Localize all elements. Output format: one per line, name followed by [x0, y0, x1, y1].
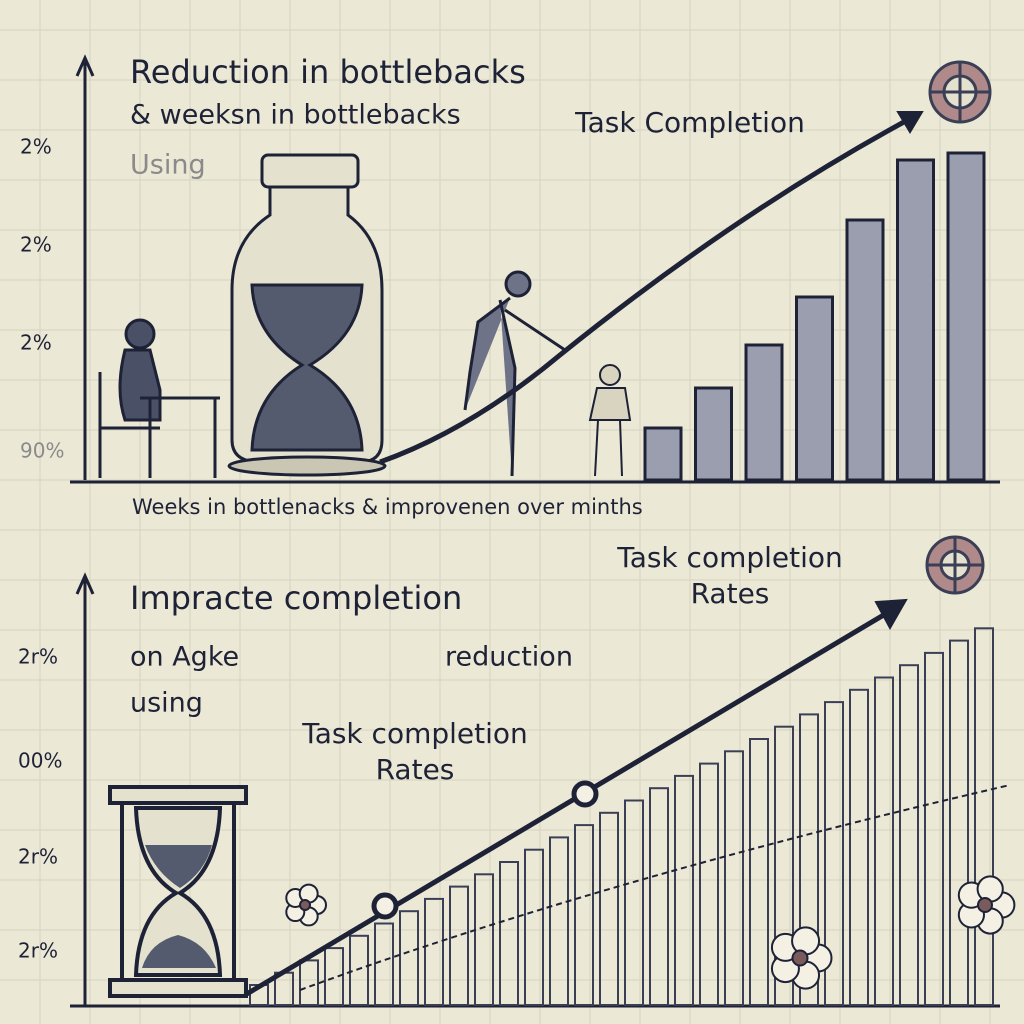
bottom-note: using	[130, 688, 203, 719]
decor-bar	[374, 922, 394, 1006]
top-y-label: 2%	[20, 233, 52, 257]
flower-center	[299, 899, 311, 911]
top-label: Task Completion	[575, 106, 805, 139]
decor-bar	[724, 750, 744, 1006]
decor-bar	[849, 688, 869, 1006]
decor-bar	[744, 343, 784, 482]
child	[588, 364, 632, 477]
decor-bar	[946, 151, 986, 482]
flower-center	[791, 949, 809, 967]
decor-bar	[599, 811, 619, 1006]
top-y-label: 2%	[20, 135, 52, 159]
decor-bar	[824, 701, 844, 1006]
decor-bar	[694, 386, 733, 482]
petal	[791, 926, 821, 956]
bottom-y-label: 00%	[18, 749, 62, 773]
top-y-label: 2%	[20, 331, 52, 355]
decor-bar	[899, 664, 919, 1006]
person-at-desk	[98, 318, 220, 478]
top-y-label: 90%	[20, 439, 64, 463]
decor-bar	[845, 218, 885, 482]
decor-bar	[749, 738, 769, 1006]
decor-bar	[574, 824, 594, 1006]
decor-bar	[474, 873, 494, 1006]
decor-bar	[949, 639, 969, 1006]
decor-bar	[643, 426, 683, 482]
top-title: Reduction in bottlebacks	[130, 53, 526, 91]
decor-bar	[449, 885, 469, 1006]
top-bars	[643, 151, 986, 482]
decor-bar	[324, 947, 344, 1006]
decor-bar	[774, 725, 794, 1006]
top-label-box: Task Completion	[575, 106, 805, 139]
top-axes	[70, 54, 1000, 484]
bottom-y-label: 2r%	[18, 939, 58, 963]
compass-icon	[928, 60, 992, 124]
bottom-subtitle-right: reduction	[445, 642, 573, 673]
decor-bar	[549, 836, 569, 1007]
caption: Weeks in bottlenacks & improvenen over m…	[132, 495, 643, 519]
bottom-label-mid: Task completion Rates	[302, 717, 528, 786]
petal	[976, 875, 1004, 903]
bottom-y-label: 2r%	[18, 645, 58, 669]
decor-bar	[924, 651, 944, 1007]
bottom-label-box: Task completion Rates	[617, 541, 843, 610]
person-pushing	[463, 270, 566, 477]
decor-bar	[799, 713, 819, 1007]
decor-bar	[499, 861, 519, 1006]
flowers	[285, 875, 1016, 990]
bottom-subtitle-left: on Agke	[130, 642, 239, 673]
decor-bar	[795, 295, 834, 482]
decor-bar	[349, 934, 369, 1006]
flower-center	[977, 897, 993, 913]
decor-bar	[299, 959, 319, 1007]
hourglass-jar	[227, 153, 387, 477]
decor-bar	[649, 787, 669, 1007]
top-note: Using	[130, 150, 206, 181]
bottom-y-label: 2r%	[18, 845, 58, 869]
hourglass	[108, 785, 248, 998]
decor-bar	[874, 676, 894, 1006]
decor-bar	[399, 910, 419, 1007]
decor-bar	[524, 848, 544, 1007]
decor-bar	[624, 799, 644, 1006]
top-trend-arrow	[379, 111, 924, 465]
decor-bar	[974, 627, 994, 1006]
bottom-title: Impracte completion	[130, 579, 462, 617]
top-subtitle: & weeksn in bottlebacks	[130, 100, 461, 131]
bottom-bars	[249, 627, 994, 1007]
decor-bar	[699, 762, 719, 1006]
bottom-trend-arrow	[243, 598, 1011, 998]
mid-label-box: Task completion Rates	[302, 717, 528, 786]
decor-bar	[674, 774, 694, 1007]
compass-icon	[925, 535, 985, 595]
bottom-label-top: Task completion Rates	[617, 541, 843, 610]
decor-bar	[896, 158, 935, 482]
decor-bar	[424, 897, 444, 1007]
